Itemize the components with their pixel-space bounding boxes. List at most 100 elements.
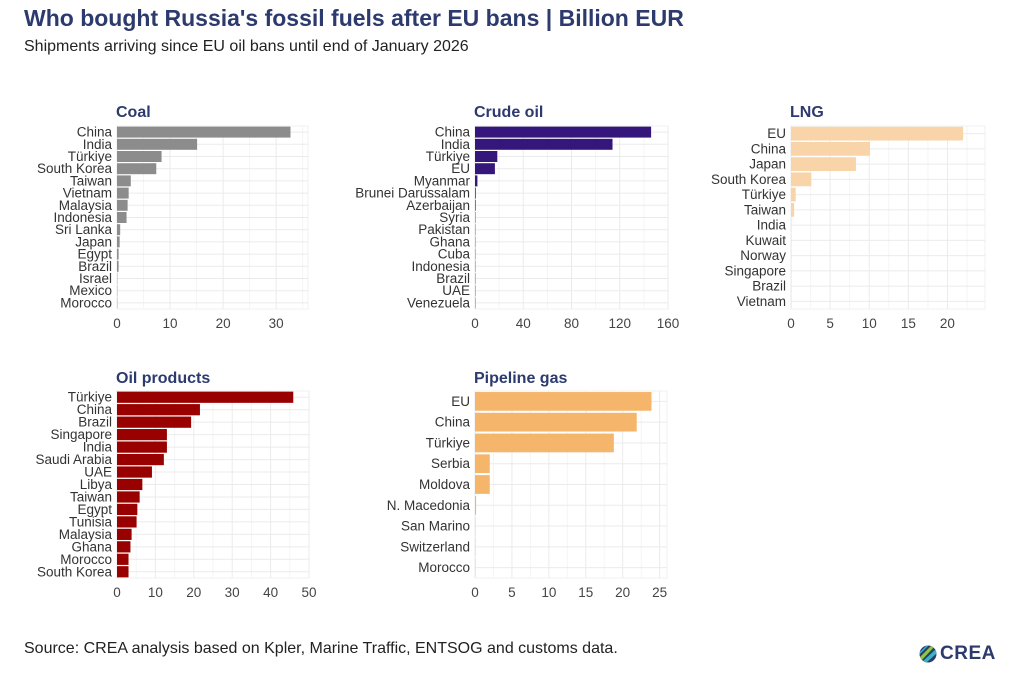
x-tick-label: 15 xyxy=(578,585,593,600)
category-label: Morocco xyxy=(418,560,470,575)
category-label: Indonesia xyxy=(53,210,112,225)
x-tick-label: 120 xyxy=(608,316,631,331)
x-tick-label: 160 xyxy=(657,316,680,331)
x-tick-label: 0 xyxy=(113,585,121,600)
chart-subtitle: Shipments arriving since EU oil bans unt… xyxy=(24,38,469,55)
x-tick-label: 10 xyxy=(163,316,178,331)
category-label: Türkiye xyxy=(68,390,112,405)
bar-coal xyxy=(117,260,119,272)
category-label: Moldova xyxy=(419,477,471,492)
bar-oil-products xyxy=(117,453,164,466)
bar-oil-products xyxy=(117,528,132,540)
x-tick-label: 30 xyxy=(225,585,240,600)
crea-logo-text: CREA xyxy=(940,643,996,664)
category-label: Ghana xyxy=(429,234,470,249)
bar-crude-oil xyxy=(475,199,476,211)
category-label: Azerbaijan xyxy=(406,198,470,213)
bar-oil-products xyxy=(117,478,143,491)
bar-oil-products xyxy=(117,441,167,453)
bar-oil-products xyxy=(117,404,200,416)
x-tick-label: 10 xyxy=(148,585,163,600)
category-label: Egypt xyxy=(77,247,112,262)
category-label: South Korea xyxy=(711,172,787,187)
category-label: Singapore xyxy=(50,427,112,442)
category-label: Ghana xyxy=(71,539,112,554)
bar-coal xyxy=(117,126,291,138)
x-tick-label: 0 xyxy=(471,585,479,600)
category-label: Taiwan xyxy=(70,489,112,504)
bar-crude-oil xyxy=(475,126,652,138)
chart-title: Who bought Russia's fossil fuels after E… xyxy=(24,5,684,31)
x-tick-label: 0 xyxy=(113,316,121,331)
category-label: Venezuela xyxy=(407,295,471,310)
panel-title: LNG xyxy=(790,104,824,121)
category-label: Sri Lanka xyxy=(55,222,113,237)
x-tick-label: 20 xyxy=(216,316,231,331)
bar-oil-products xyxy=(117,503,138,516)
category-label: San Marino xyxy=(401,519,470,534)
category-label: China xyxy=(77,402,113,417)
bar-coal xyxy=(117,163,157,175)
bar-oil-products xyxy=(117,491,140,503)
crea-logo: CREA xyxy=(919,643,996,665)
x-tick-label: 5 xyxy=(508,585,516,600)
category-label: EU xyxy=(767,126,786,141)
category-label: Türkiye xyxy=(742,187,786,202)
category-label: Pakistan xyxy=(418,222,470,237)
bar-crude-oil xyxy=(475,175,478,187)
bar-crude-oil xyxy=(475,163,495,175)
category-label: Singapore xyxy=(724,263,786,278)
bar-coal xyxy=(117,175,131,187)
x-tick-label: 40 xyxy=(263,585,278,600)
bar-oil-products xyxy=(117,516,137,528)
category-label: UAE xyxy=(442,283,470,298)
category-label: Syria xyxy=(439,210,470,225)
bar-coal xyxy=(117,151,162,162)
category-label: Brazil xyxy=(78,259,112,274)
panel-title: Oil products xyxy=(116,370,210,387)
category-label: Vietnam xyxy=(737,294,786,309)
category-label: Vietnam xyxy=(63,186,112,201)
panel-title: Coal xyxy=(116,104,151,121)
category-label: UAE xyxy=(84,465,112,480)
bar-pipeline-gas xyxy=(475,412,637,432)
bar-coal xyxy=(117,199,128,211)
category-label: Brazil xyxy=(78,415,112,430)
panel-crude-oil: 0 40 80 120 160 ChinaIndiaTürkiyeEUMyanmarBru… xyxy=(355,104,679,331)
bar-oil-products xyxy=(117,416,192,428)
source-note: Source: CREA analysis based on Kpler, Ma… xyxy=(24,640,618,657)
panel-oil-products: 0 10 20 30 40 50 TürkiyeChinaBrazilSingaporeIn… xyxy=(35,370,316,600)
bar-coal xyxy=(117,138,198,150)
x-tick-label: 10 xyxy=(862,316,877,331)
x-tick-label: 20 xyxy=(186,585,201,600)
bar-lng xyxy=(791,203,795,217)
category-label: Brunei Darussalam xyxy=(355,186,470,201)
x-tick-label: 40 xyxy=(516,316,531,331)
category-label: India xyxy=(83,440,113,455)
category-label: Brazil xyxy=(436,271,470,286)
category-label: India xyxy=(441,137,471,152)
category-label: Kuwait xyxy=(745,233,786,248)
bar-pipeline-gas xyxy=(475,475,490,494)
category-label: Norway xyxy=(740,248,786,263)
category-label: Taiwan xyxy=(744,202,786,217)
category-label: Saudi Arabia xyxy=(35,452,112,467)
category-label: Türkiye xyxy=(426,435,470,450)
category-label: Indonesia xyxy=(411,259,470,274)
category-label: Tunisia xyxy=(69,514,113,529)
category-label: South Korea xyxy=(37,161,113,176)
category-label: China xyxy=(435,415,471,430)
bar-lng xyxy=(791,142,871,156)
category-label: India xyxy=(757,218,787,233)
bar-oil-products xyxy=(117,553,129,565)
category-label: Malaysia xyxy=(59,527,113,542)
bar-lng xyxy=(791,172,812,187)
bar-coal xyxy=(117,187,129,199)
x-tick-label: 20 xyxy=(615,585,630,600)
category-label: Morocco xyxy=(60,552,112,567)
category-label: Morocco xyxy=(60,295,112,310)
category-label: Japan xyxy=(749,157,786,172)
x-tick-label: 0 xyxy=(471,316,479,331)
